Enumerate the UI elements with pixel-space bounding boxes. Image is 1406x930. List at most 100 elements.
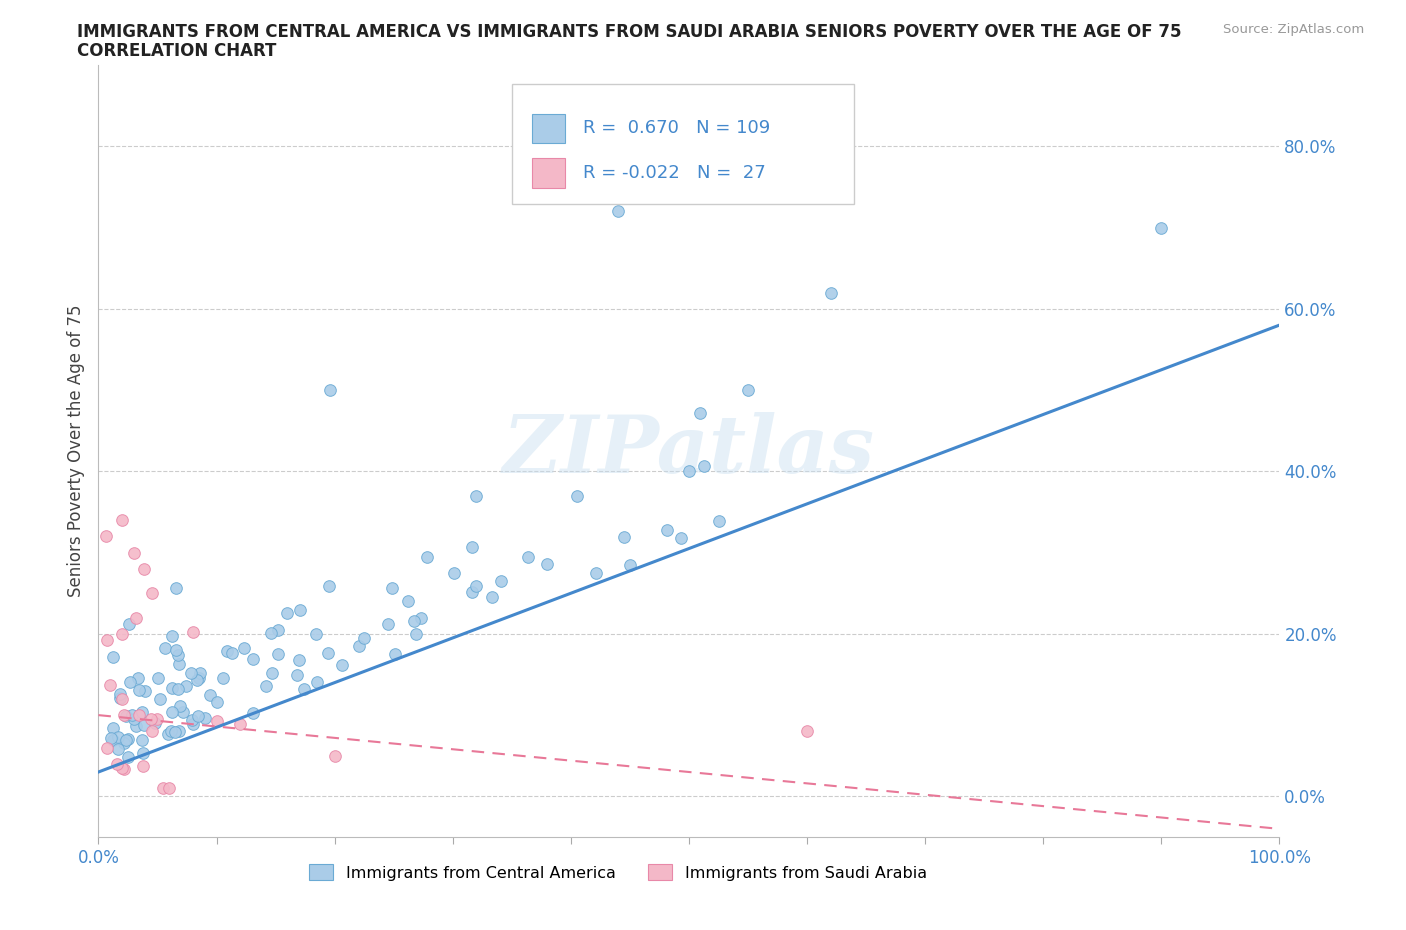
Point [396,593,419,608]
Point [205,714,228,729]
Point [536,557,558,572]
Point [159,724,181,738]
Point [585,565,607,580]
Point [112,707,135,722]
Point [167,657,190,671]
Y-axis label: Seniors Poverty Over the Age of 75: Seniors Poverty Over the Age of 75 [66,305,84,597]
Point [217,644,239,658]
Point [187,709,209,724]
Point [149,692,172,707]
Point [285,668,308,683]
Point [290,603,312,618]
Point [156,726,179,741]
Point [131,705,153,720]
Point [409,611,432,626]
Text: Source: ZipAtlas.com: Source: ZipAtlas.com [1223,23,1364,36]
Point [242,652,264,667]
Point [101,721,124,736]
Point [127,671,149,685]
Point [143,716,166,731]
Point [160,680,183,695]
Point [198,687,221,702]
Point [443,565,465,580]
Point [384,646,406,661]
Point [181,712,204,727]
Point [267,646,290,661]
Point [172,705,194,720]
Point [330,658,353,672]
Point [180,665,202,680]
Point [100,730,122,745]
Point [118,617,141,631]
Point [96,529,118,544]
Point [111,691,134,706]
Point [111,627,134,642]
Point [163,724,186,739]
Point [347,638,370,653]
Point [657,523,679,538]
Point [155,641,177,656]
Point [108,691,131,706]
Point [160,629,183,644]
Text: IMMIGRANTS FROM CENTRAL AMERICA VS IMMIGRANTS FROM SAUDI ARABIA SENIORS POVERTY : IMMIGRANTS FROM CENTRAL AMERICA VS IMMIG… [77,23,1182,41]
Point [141,724,163,738]
Point [141,586,163,601]
Point [205,695,228,710]
Point [115,733,138,748]
Point [96,632,118,647]
Point [737,382,759,397]
Point [132,746,155,761]
Point [1150,220,1173,235]
Point [117,732,139,747]
Point [107,730,129,745]
Point [169,724,191,738]
Point [100,677,122,692]
Point [134,684,156,699]
Point [461,540,484,555]
Point [145,711,167,726]
Point [689,405,711,420]
Point [233,641,256,656]
Point [242,706,264,721]
Point [465,578,488,593]
Point [260,626,283,641]
Point [287,653,309,668]
Point [607,204,630,219]
Point [122,545,145,560]
Point [613,529,636,544]
Point [134,562,156,577]
Point [377,617,399,631]
Point [276,605,298,620]
Point [305,674,328,689]
Text: R = -0.022   N =  27: R = -0.022 N = 27 [582,165,765,182]
Point [316,646,339,661]
Point [110,687,132,702]
Point [305,627,328,642]
Point [318,579,340,594]
Point [292,682,315,697]
Point [267,623,290,638]
Point [517,550,540,565]
Point [820,286,842,300]
Point [619,558,641,573]
Point [139,711,162,726]
Point [101,733,124,748]
Point [181,716,204,731]
Point [464,488,486,503]
Point [669,530,692,545]
Bar [531,158,565,188]
Point [101,650,124,665]
Point [381,580,404,595]
Text: CORRELATION CHART: CORRELATION CHART [77,42,277,60]
Point [319,382,342,397]
Point [323,749,346,764]
Point [489,573,512,588]
Point [111,512,134,527]
Point [118,675,141,690]
Point [107,742,129,757]
Point [707,514,730,529]
Point [221,645,243,660]
Text: R =  0.670   N = 109: R = 0.670 N = 109 [582,119,770,138]
Point [112,762,135,777]
Point [167,681,190,696]
